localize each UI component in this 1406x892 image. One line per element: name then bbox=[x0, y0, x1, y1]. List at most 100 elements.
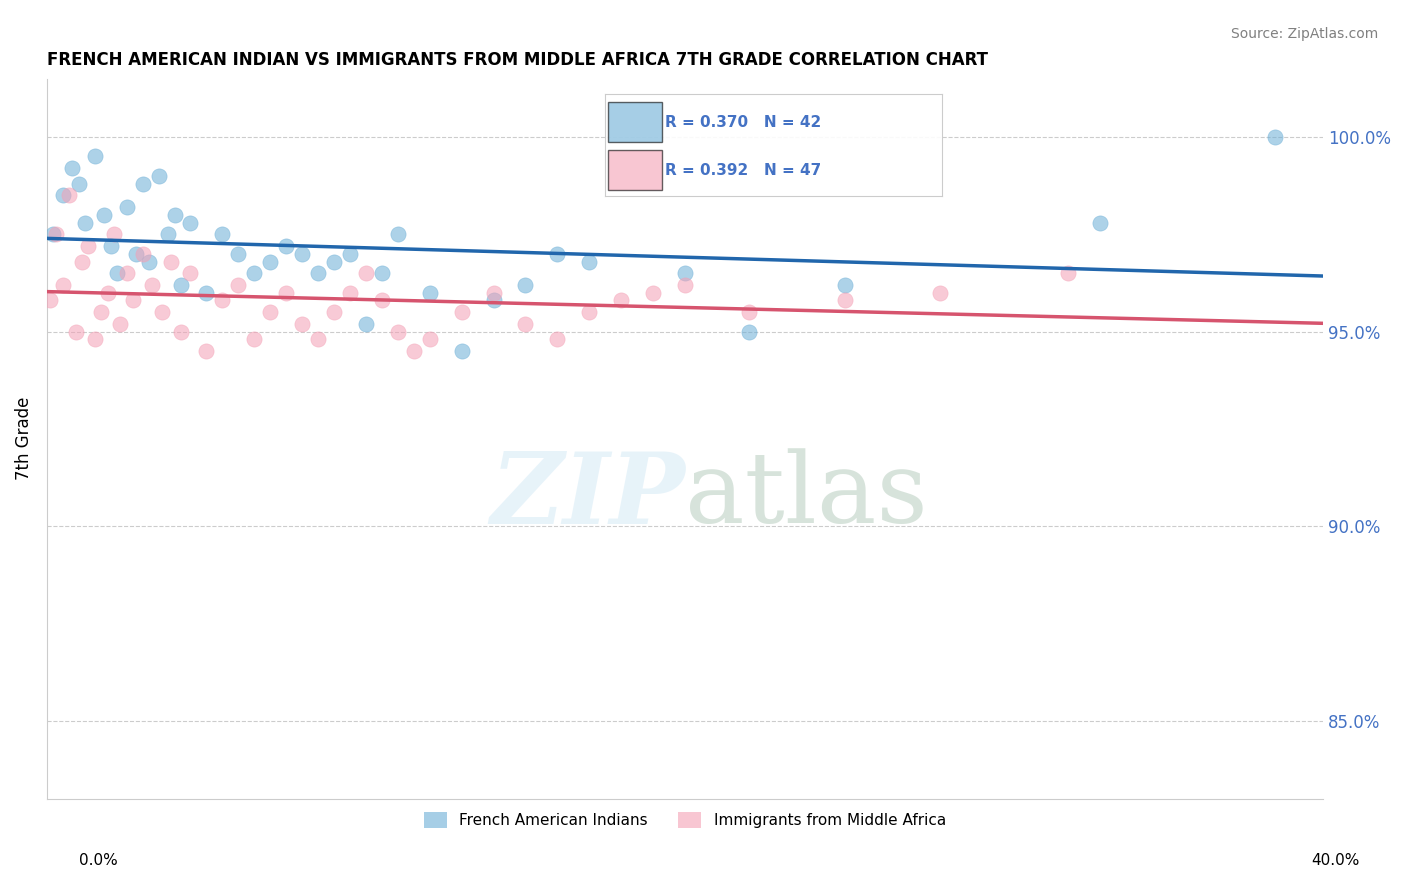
FancyBboxPatch shape bbox=[607, 102, 662, 142]
Point bbox=[228, 246, 250, 260]
Point bbox=[929, 285, 952, 300]
Point bbox=[482, 293, 505, 308]
Point bbox=[1088, 216, 1111, 230]
Point bbox=[339, 285, 361, 300]
Point bbox=[834, 293, 856, 308]
Point bbox=[482, 285, 505, 300]
Point bbox=[125, 246, 148, 260]
Text: 0.0%: 0.0% bbox=[79, 854, 118, 868]
Point bbox=[52, 277, 75, 292]
Point bbox=[276, 239, 298, 253]
Point bbox=[323, 254, 346, 268]
Point bbox=[323, 305, 346, 319]
Point bbox=[179, 216, 201, 230]
Point bbox=[103, 227, 125, 242]
Point bbox=[115, 200, 138, 214]
Text: Source: ZipAtlas.com: Source: ZipAtlas.com bbox=[1230, 27, 1378, 41]
Point bbox=[131, 246, 153, 260]
Point bbox=[42, 227, 65, 242]
Point bbox=[387, 227, 409, 242]
Point bbox=[354, 317, 377, 331]
Point bbox=[170, 277, 193, 292]
Point bbox=[170, 325, 193, 339]
Point bbox=[65, 325, 87, 339]
Point bbox=[110, 317, 132, 331]
Point bbox=[163, 208, 186, 222]
Point bbox=[259, 305, 281, 319]
Point bbox=[307, 266, 329, 280]
Point bbox=[643, 285, 665, 300]
Point bbox=[45, 227, 67, 242]
Point bbox=[259, 254, 281, 268]
Point bbox=[93, 208, 115, 222]
Point bbox=[90, 305, 112, 319]
Point bbox=[339, 246, 361, 260]
Point bbox=[291, 246, 314, 260]
Text: 40.0%: 40.0% bbox=[1312, 854, 1360, 868]
Point bbox=[578, 305, 600, 319]
Point bbox=[515, 277, 537, 292]
Point bbox=[131, 177, 153, 191]
Point bbox=[77, 239, 100, 253]
Point bbox=[100, 239, 122, 253]
Point bbox=[195, 344, 218, 359]
Point bbox=[419, 285, 441, 300]
Text: R = 0.370   N = 42: R = 0.370 N = 42 bbox=[665, 115, 821, 130]
Point bbox=[419, 333, 441, 347]
Point bbox=[450, 305, 472, 319]
Point bbox=[307, 333, 329, 347]
Point bbox=[738, 305, 761, 319]
Point bbox=[243, 333, 266, 347]
Point bbox=[546, 246, 568, 260]
Point bbox=[354, 266, 377, 280]
Point bbox=[122, 293, 145, 308]
Point bbox=[70, 254, 93, 268]
Point bbox=[371, 293, 394, 308]
Point bbox=[402, 344, 425, 359]
Point bbox=[96, 285, 118, 300]
Point bbox=[148, 169, 170, 183]
Point bbox=[673, 277, 696, 292]
Text: atlas: atlas bbox=[685, 449, 928, 544]
Point bbox=[75, 216, 97, 230]
Legend: French American Indians, Immigrants from Middle Africa: French American Indians, Immigrants from… bbox=[418, 806, 952, 834]
Point bbox=[115, 266, 138, 280]
Point bbox=[141, 277, 163, 292]
Point bbox=[160, 254, 183, 268]
Point bbox=[228, 277, 250, 292]
Point bbox=[1057, 266, 1080, 280]
Point bbox=[39, 293, 62, 308]
Point bbox=[387, 325, 409, 339]
Point bbox=[1264, 130, 1286, 145]
Point bbox=[371, 266, 394, 280]
Point bbox=[179, 266, 201, 280]
FancyBboxPatch shape bbox=[607, 150, 662, 190]
Point bbox=[195, 285, 218, 300]
Text: R = 0.392   N = 47: R = 0.392 N = 47 bbox=[665, 163, 821, 178]
Point bbox=[515, 317, 537, 331]
Text: ZIP: ZIP bbox=[491, 448, 685, 545]
Point bbox=[276, 285, 298, 300]
Y-axis label: 7th Grade: 7th Grade bbox=[15, 397, 32, 481]
Point bbox=[150, 305, 173, 319]
Point bbox=[58, 188, 80, 202]
Point bbox=[738, 325, 761, 339]
Point bbox=[211, 227, 233, 242]
Point bbox=[673, 266, 696, 280]
Point bbox=[211, 293, 233, 308]
Point bbox=[243, 266, 266, 280]
Point bbox=[138, 254, 160, 268]
Point bbox=[62, 161, 84, 175]
Point bbox=[67, 177, 90, 191]
Point bbox=[105, 266, 128, 280]
Point bbox=[83, 149, 105, 163]
Point bbox=[52, 188, 75, 202]
Text: FRENCH AMERICAN INDIAN VS IMMIGRANTS FROM MIDDLE AFRICA 7TH GRADE CORRELATION CH: FRENCH AMERICAN INDIAN VS IMMIGRANTS FRO… bbox=[46, 51, 988, 69]
Point bbox=[546, 333, 568, 347]
Point bbox=[578, 254, 600, 268]
Point bbox=[157, 227, 180, 242]
Point bbox=[291, 317, 314, 331]
Point bbox=[83, 333, 105, 347]
Point bbox=[610, 293, 633, 308]
Point bbox=[450, 344, 472, 359]
